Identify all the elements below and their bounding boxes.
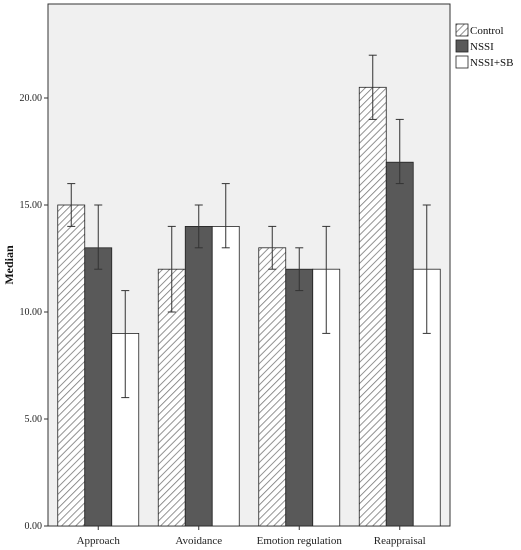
- y-tick-label: 15.00: [20, 200, 43, 211]
- y-tick-label: 0.00: [25, 521, 43, 532]
- y-axis: 0.00 5.00 10.00 15.00 20.00: [20, 93, 48, 532]
- bar-nssi-sb: [211, 225, 240, 527]
- bar-nssi: [385, 161, 414, 527]
- bar-nssi: [184, 225, 213, 527]
- x-axis: Approach Avoidance Emotion regulation Reapp…: [77, 526, 426, 547]
- x-tick-label: Avoidance: [175, 535, 222, 547]
- bar-control: [358, 86, 387, 527]
- bar-nssi: [84, 247, 113, 527]
- x-tick-label: Emotion regulation: [257, 535, 343, 547]
- x-tick-label: Approach: [77, 535, 121, 547]
- legend-label: Control: [470, 25, 504, 37]
- y-tick-label: 20.00: [20, 93, 43, 104]
- y-tick-label: 10.00: [20, 307, 43, 318]
- legend-label: NSSI: [470, 41, 494, 53]
- legend-label: NSSI+SB: [470, 57, 514, 69]
- bar-control: [57, 204, 86, 527]
- legend-swatch: [455, 55, 469, 69]
- y-tick-label: 5.00: [25, 414, 43, 425]
- legend: Control NSSI NSSI+SB: [455, 23, 514, 69]
- x-tick-label: Reappraisal: [374, 535, 426, 547]
- bar-control: [258, 247, 287, 527]
- legend-swatch: [455, 23, 469, 37]
- bar-nssi: [285, 268, 314, 527]
- y-axis-title: Median: [2, 245, 16, 285]
- legend-swatch: [455, 39, 469, 53]
- bars-group: [57, 54, 441, 527]
